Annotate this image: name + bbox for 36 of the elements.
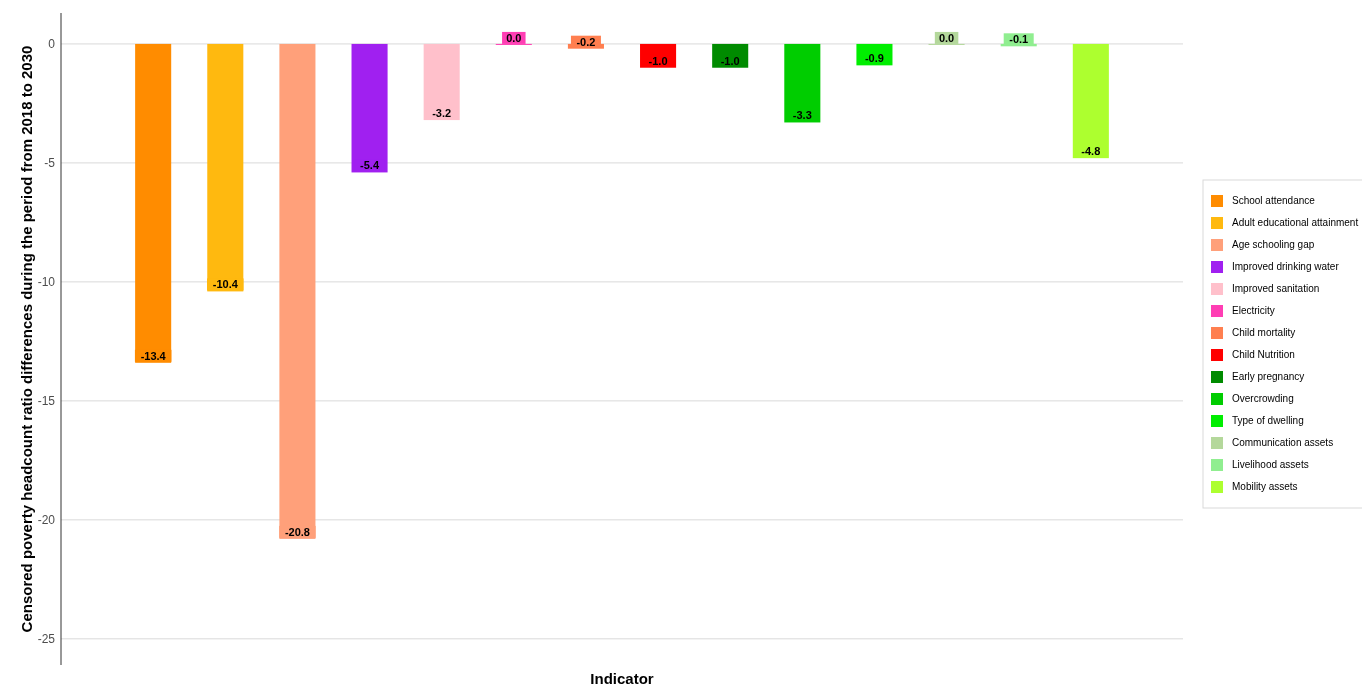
y-tick-label: -10: [37, 274, 56, 289]
data-label: -3.2: [432, 107, 452, 120]
x-axis-title: Indicator: [590, 670, 654, 685]
legend-label: Child mortality: [1232, 327, 1296, 339]
data-label: -0.2: [576, 35, 596, 48]
data-label: -3.3: [792, 109, 812, 122]
y-axis-title: Censored poverty headcount ratio differences during the period from 2018 to 2030: [18, 45, 35, 633]
data-label: 0.0: [506, 31, 522, 44]
legend-label: Improved sanitation: [1232, 283, 1320, 295]
data-label: -1.0: [720, 54, 740, 67]
y-tick-label: -25: [37, 631, 56, 646]
data-label: -0.9: [864, 52, 884, 65]
data-label: -0.1: [1009, 33, 1029, 46]
legend-label: School attendance: [1232, 195, 1316, 207]
legend-label: Improved drinking water: [1232, 261, 1340, 273]
data-label: -10.4: [212, 278, 239, 291]
data-label: -1.0: [648, 54, 668, 67]
y-tick-label: 0: [48, 36, 56, 51]
data-label: -5.4: [360, 159, 380, 172]
data-label: 0.0: [938, 31, 955, 44]
legend-label: Early pregnancy: [1232, 371, 1305, 383]
y-tick-label: -5: [44, 155, 56, 170]
data-label: -20.8: [284, 525, 310, 538]
data-label: -4.8: [1081, 145, 1101, 158]
legend-label: Livelihood assets: [1232, 459, 1309, 471]
legend-label: Overcrowding: [1232, 393, 1294, 405]
y-tick-label: -15: [37, 393, 56, 408]
legend-label: Mobility assets: [1232, 481, 1298, 493]
legend-label: Electricity: [1232, 305, 1275, 317]
legend-label: Type of dwelling: [1232, 415, 1304, 427]
legend-label: Age schooling gap: [1232, 239, 1315, 251]
legend-label: Adult educational attainment: [1232, 217, 1359, 229]
legend-label: Child Nutrition: [1232, 349, 1295, 361]
y-tick-label: -20: [37, 512, 56, 527]
data-label: -13.4: [140, 349, 167, 362]
legend-label: Communication assets: [1232, 437, 1334, 449]
